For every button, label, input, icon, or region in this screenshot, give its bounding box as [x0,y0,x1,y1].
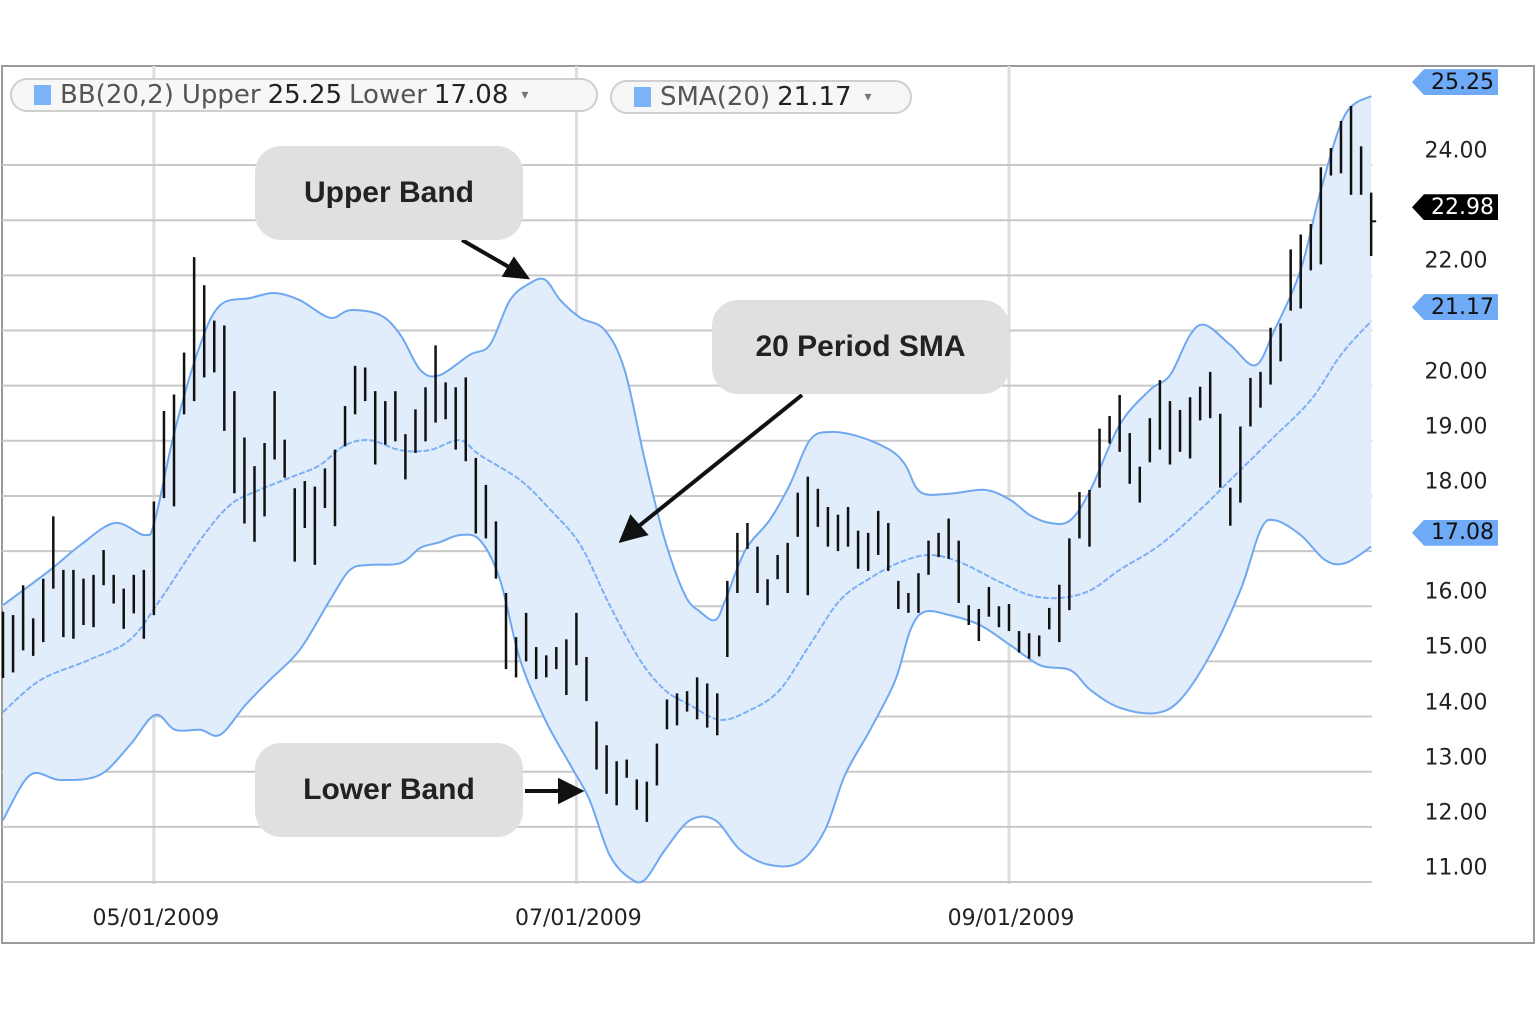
y-tick-label: 16.00 [1424,579,1488,605]
price-tag-21-17: 21.17 [1412,294,1498,321]
y-tick-label: 18.00 [1424,469,1488,495]
x-tick-label: 07/01/2009 [515,906,642,931]
x-tick-label: 05/01/2009 [92,906,220,931]
y-tick-label: 19.00 [1424,414,1488,440]
sma-color-swatch [634,87,651,107]
y-tick-label: 15.00 [1424,634,1488,660]
x-tick-label: 09/01/2009 [947,906,1075,931]
bb-legend-pill[interactable]: BB(20,2) Upper 25.25 Lower 17.08 ▾ [10,78,598,112]
callout-arrows [461,238,804,805]
sma-legend-pill[interactable]: SMA(20) 21.17 ▾ [610,80,912,114]
upper-band-arrowhead [501,256,531,280]
bb-upper-value: 25.25 [267,80,343,110]
lower-band-arrowhead [558,777,585,805]
y-tick-label: 22.00 [1424,248,1488,274]
sma-value: 21.17 [777,82,852,112]
y-tick-label: 12.00 [1424,800,1488,826]
y-tick-label: 20.00 [1424,359,1488,385]
bb-lower-value: 17.08 [433,80,509,110]
y-tick-label: 24.00 [1424,138,1488,164]
price-tag-17-08: 17.08 [1412,519,1498,546]
chevron-down-icon[interactable]: ▾ [521,87,529,103]
upper-band-line [2,95,1372,622]
upper-band-arrow [461,238,515,272]
y-tick-label: 14.00 [1424,690,1488,716]
callout-lower-band: Lower Band [255,743,523,837]
chevron-down-icon[interactable]: ▾ [864,89,872,105]
callout-20-period-sma: 20 Period SMA [712,300,1009,394]
sma-line [2,320,1372,721]
bb-lower-label: Lower [349,80,427,110]
band-fill-area [3,96,1372,883]
lower-band-line [2,518,1372,884]
bb-label: BB(20,2) [60,80,174,110]
price-tag-22-98: 22.98 [1412,194,1498,221]
price-tag-25-25: 25.25 [1412,69,1498,96]
y-tick-label: 11.00 [1424,855,1488,881]
sma-label: SMA(20) [660,82,771,112]
bb-upper-label: Upper [181,80,261,110]
sma-arrowhead [618,514,649,543]
callout-upper-band: Upper Band [255,146,523,240]
bb-color-swatch [34,85,51,105]
y-tick-label: 13.00 [1424,745,1488,771]
sma-arrow [632,393,804,532]
